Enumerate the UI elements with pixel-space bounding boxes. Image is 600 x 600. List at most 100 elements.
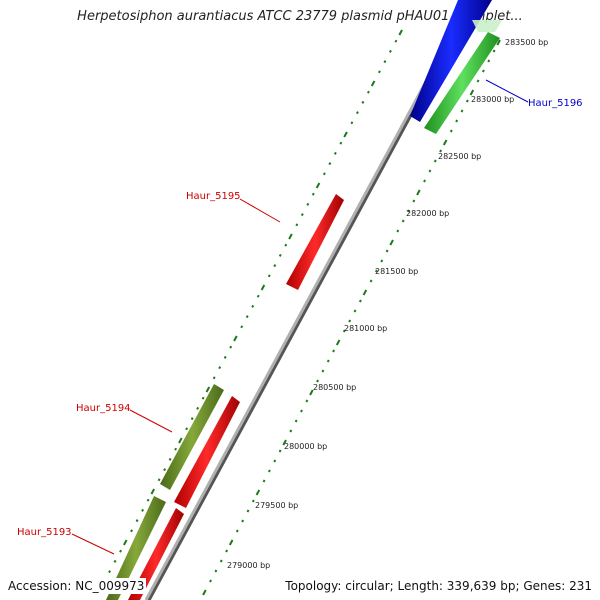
- outer-ruler-dot: [185, 427, 189, 431]
- outer-ruler-dot: [355, 111, 359, 115]
- inner-ruler-dot: [305, 399, 309, 403]
- inner-ruler-dot: [262, 479, 266, 483]
- inner-ruler-dot: [423, 179, 426, 183]
- outer-ruler-dot: [366, 90, 370, 94]
- gene-haur-5195-feature[interactable]: [286, 194, 344, 290]
- inner-ruler-dot: [241, 519, 245, 523]
- gene-green-feature[interactable]: [424, 32, 500, 134]
- gene-light-green-feature[interactable]: [472, 20, 502, 32]
- outer-ruler-dot: [350, 121, 354, 125]
- inner-ruler-dot: [278, 449, 282, 453]
- outer-ruler-dot: [273, 264, 277, 268]
- inner-ruler-dot: [465, 99, 469, 103]
- inner-ruler-dot: [228, 539, 234, 546]
- inner-ruler-dot: [433, 159, 437, 163]
- outer-ruler-dot: [383, 60, 387, 64]
- ruler-tick-label: 279000 bp: [227, 561, 270, 570]
- inner-ruler-dot: [476, 79, 480, 83]
- inner-ruler-dot: [235, 529, 239, 533]
- inner-ruler-dot: [219, 559, 223, 563]
- inner-ruler-dot: [294, 419, 298, 423]
- ruler-tick-label: 282500 bp: [438, 152, 481, 161]
- outer-ruler-dot: [229, 345, 233, 349]
- gene-haur-5193-olive-feature[interactable]: [106, 496, 166, 600]
- outer-ruler-dot: [163, 468, 167, 472]
- outer-ruler-dot: [168, 457, 172, 461]
- outer-ruler-dot: [135, 519, 139, 523]
- gene-haur-5194-feature[interactable]: [174, 396, 240, 508]
- inner-ruler-dot: [335, 339, 341, 346]
- outer-ruler-dot: [322, 172, 326, 176]
- outer-ruler-dot: [146, 498, 150, 502]
- inner-ruler-dot: [251, 499, 255, 503]
- inner-ruler-dot: [246, 509, 250, 513]
- gene-haur-5193-feature[interactable]: [128, 508, 184, 600]
- gene-label-haur-5195[interactable]: Haur_5195: [186, 191, 241, 202]
- inner-ruler-dot: [449, 129, 453, 133]
- outer-ruler-dot: [343, 131, 348, 138]
- outer-ruler-dot: [233, 335, 238, 342]
- outer-ruler-dot: [196, 406, 200, 410]
- outer-ruler-dot: [306, 202, 310, 206]
- outer-ruler-dot: [119, 549, 122, 553]
- outer-ruler-dot: [370, 80, 376, 87]
- inner-ruler-dot: [214, 569, 218, 573]
- inner-ruler-dot: [255, 489, 261, 496]
- inner-ruler-dot: [342, 329, 346, 333]
- inner-ruler-dot: [385, 249, 389, 253]
- inner-ruler-dot: [332, 349, 336, 353]
- inner-ruler-dot: [496, 39, 501, 46]
- tick-label-group: 283500 bp 283000 bp 282500 bp 282000 bp 2815…: [227, 38, 548, 570]
- inner-ruler-dot: [300, 409, 303, 413]
- inner-ruler-dot: [267, 469, 271, 473]
- outer-ruler-dot: [295, 223, 299, 227]
- outer-ruler-dot: [278, 253, 282, 257]
- inner-ruler-dot: [282, 439, 287, 446]
- inner-ruler-dot: [460, 109, 464, 113]
- inner-ruler-dot: [358, 299, 362, 303]
- ruler-tick-label: 280500 bp: [313, 383, 356, 392]
- inner-ruler-dot: [389, 239, 394, 246]
- ruler-tick-label: 279500 bp: [255, 501, 298, 510]
- inner-ruler-dot: [492, 49, 496, 53]
- gene-label-haur-5194[interactable]: Haur_5194: [76, 403, 131, 414]
- outer-ruler-dot: [240, 325, 244, 329]
- outer-ruler-dot: [300, 213, 304, 217]
- inner-ruler-dot: [309, 389, 314, 396]
- outer-ruler-dot: [267, 274, 271, 278]
- ruler-tick-label: 283500 bp: [505, 38, 548, 47]
- outer-ruler-dot: [260, 284, 266, 291]
- inner-ruler-dot: [442, 139, 448, 146]
- inner-ruler-dot: [407, 209, 410, 213]
- gene-haur-5196-feature[interactable]: [410, 0, 492, 122]
- inner-ruler-dot: [369, 279, 373, 283]
- ruler-tick-label: 282000 bp: [406, 209, 449, 218]
- outer-ruler-dot: [130, 529, 133, 533]
- inner-ruler-dot: [289, 429, 293, 433]
- inner-ruler-dot: [225, 549, 229, 553]
- inner-ruler-dot: [401, 219, 405, 223]
- haur-5193-leader: [71, 533, 115, 555]
- outer-ruler-dot: [201, 396, 205, 400]
- haur-5194-leader: [129, 409, 173, 433]
- gene-haur-5194-olive-feature[interactable]: [160, 384, 224, 490]
- backbone-line: [144, 0, 472, 600]
- outer-ruler-dot: [157, 478, 161, 482]
- outer-ruler-dot: [288, 233, 293, 240]
- outer-ruler-dot: [251, 304, 255, 308]
- ruler-tick-label: 280000 bp: [284, 442, 327, 451]
- gene-label-haur-5196[interactable]: Haur_5196: [528, 98, 583, 109]
- ruler-tick-label: 281000 bp: [344, 324, 387, 333]
- outer-ruler-dot: [212, 376, 216, 380]
- inner-ruler-dot: [316, 379, 319, 383]
- outer-ruler-dot: [361, 100, 365, 104]
- outer-ruler-dot: [378, 70, 381, 74]
- gene-label-haur-5193[interactable]: Haur_5193: [17, 527, 72, 538]
- inner-ruler-dot: [209, 579, 212, 583]
- outer-ruler-dot: [394, 39, 398, 43]
- outer-dotted-ruler: [108, 29, 403, 574]
- summary-label: Topology: circular; Length: 339,639 bp; …: [283, 578, 594, 594]
- outer-ruler-dot: [113, 559, 117, 563]
- outer-ruler-dot: [178, 437, 183, 444]
